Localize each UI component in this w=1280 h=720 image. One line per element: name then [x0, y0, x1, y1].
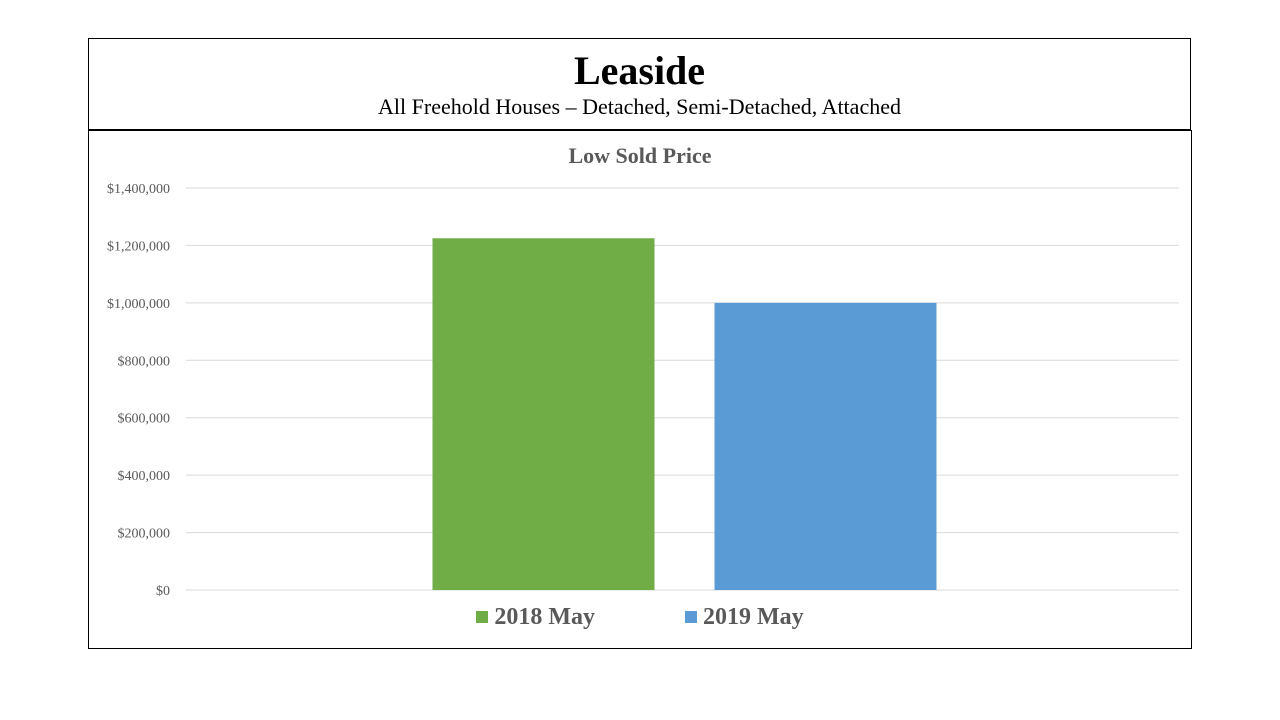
- y-tick-label: $1,000,000: [107, 297, 170, 312]
- y-tick-label: $1,200,000: [107, 239, 170, 254]
- legend-item: 2018 May: [476, 601, 595, 633]
- chart-header: Leaside All Freehold Houses – Detached, …: [88, 38, 1191, 130]
- y-tick-label: $0: [156, 584, 170, 599]
- y-tick-label: $600,000: [118, 412, 171, 427]
- chart-legend: 2018 May 2019 May: [89, 601, 1191, 633]
- bar-2018-may: [432, 238, 655, 590]
- y-tick-label: $400,000: [118, 469, 171, 484]
- page-title: Leaside: [573, 48, 706, 93]
- page-subtitle: All Freehold Houses – Detached, Semi-Det…: [378, 94, 901, 119]
- y-axis-ticks: $0 $200,000 $400,000 $600,000 $800,000 $1,000…: [107, 182, 170, 599]
- bar-2019-may: [714, 302, 937, 590]
- gridlines: [186, 187, 1179, 591]
- bars: [432, 238, 937, 590]
- legend-label: 2018 May: [494, 603, 595, 630]
- legend-label: 2019 May: [703, 603, 804, 630]
- chart-area: Low Sold Price $0 $200,000 $400,000 $600,00…: [88, 130, 1192, 649]
- y-tick-label: $200,000: [118, 527, 171, 542]
- y-tick-label: $1,400,000: [107, 182, 170, 197]
- legend-item: 2019 May: [685, 601, 804, 633]
- bar-chart: Low Sold Price $0 $200,000 $400,000 $600,00…: [107, 143, 1179, 599]
- y-tick-label: $800,000: [118, 354, 171, 369]
- legend-swatch: [476, 611, 489, 623]
- chart-title: Low Sold Price: [569, 143, 712, 168]
- legend-swatch: [685, 611, 697, 623]
